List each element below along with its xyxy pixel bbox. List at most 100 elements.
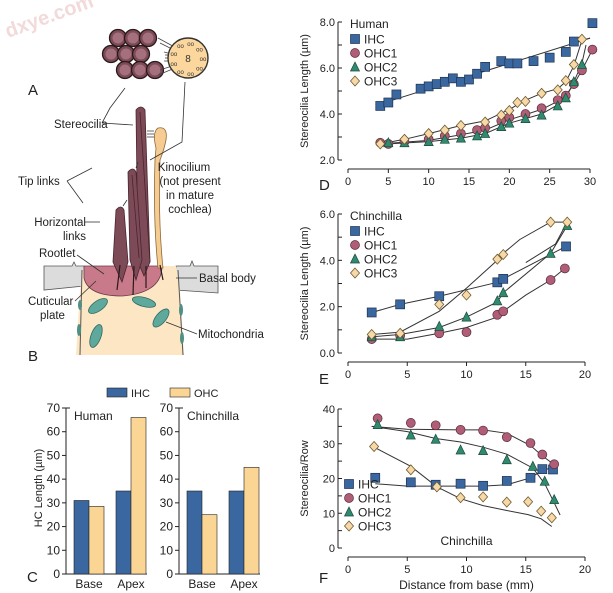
x-tick-label: 0: [345, 176, 351, 188]
bar-ohc-apex: [243, 466, 260, 575]
supporting-cell-right: [175, 259, 219, 294]
data-point-ohc1: [587, 44, 598, 55]
data-point-ohc2: [568, 76, 579, 87]
data-point-ohc3: [501, 496, 512, 508]
data-point-ohc3: [498, 248, 509, 261]
data-point-ohc3: [576, 33, 587, 45]
stereocilia: [112, 106, 151, 284]
y-tick-label: 6.0: [320, 209, 335, 221]
data-point-ihc: [472, 68, 482, 79]
y-tick-label: 50: [160, 448, 174, 462]
x-tick-label: 20: [579, 369, 591, 381]
watermark: dxye.com: [2, 0, 96, 43]
label-kinocilium-note-3: cochlea): [168, 204, 212, 216]
y-tick-label: 4.0: [320, 109, 335, 121]
y-tick-label: 50: [47, 448, 61, 462]
data-point-ohc2: [552, 100, 563, 111]
data-point-ohc2: [536, 109, 547, 120]
x-tick-label: 20: [579, 564, 591, 576]
x-tick-label: Apex: [230, 577, 257, 591]
legend-marker-ohc2: [349, 61, 361, 72]
y-axis-label: Stereocilia/Row: [299, 440, 311, 516]
data-point-ohc2: [423, 135, 434, 146]
chart-c-ylabel: HC Length (µm): [33, 449, 45, 527]
data-point-ohc3: [434, 298, 445, 310]
actin-core: [127, 32, 139, 44]
data-point-ohc2: [527, 460, 538, 471]
data-point-ohc2: [480, 127, 491, 138]
data-point-ihc: [415, 83, 426, 94]
x-tick-label: 10: [460, 564, 472, 576]
data-point-ohc3: [536, 505, 547, 517]
y-tick-label: 30: [160, 496, 174, 510]
x-tick-label: Apex: [117, 577, 144, 591]
x-tick-label: 5: [404, 369, 410, 381]
data-point-ihc: [391, 89, 402, 100]
data-point-ihc: [395, 299, 405, 310]
actin-core: [105, 48, 117, 60]
data-point-ihc: [456, 76, 466, 87]
data-point-ohc3: [536, 87, 547, 99]
y-tick-label: 0: [329, 543, 335, 555]
legend-swatch-ohc: [169, 387, 191, 398]
label-horizontal-links: Horizontal: [34, 217, 86, 229]
rootlets: [116, 264, 164, 296]
microtubule-doublet: oo: [196, 67, 203, 73]
legend-label-ihc: IHC: [364, 225, 385, 239]
data-point-ohc2: [496, 120, 507, 131]
chart-c-legend: IHC OHC: [106, 387, 219, 400]
tip-links: [122, 161, 139, 207]
y-axis-label: Stereocilia Length (µm): [299, 34, 311, 148]
actin-core: [112, 32, 124, 44]
label-tip-links: Tip links: [18, 176, 60, 188]
data-point-ohc3: [431, 481, 442, 493]
data-point-ohc1: [501, 432, 512, 442]
x-tick-label: 10: [423, 176, 435, 188]
data-point-ohc2: [539, 475, 550, 486]
y-tick-label: 60: [160, 425, 174, 439]
legend-marker-ohc1: [344, 493, 354, 503]
data-point-ohc3: [375, 138, 386, 150]
y-tick-label: 60: [47, 425, 61, 439]
data-point-ihc: [439, 76, 450, 87]
data-point-ihc: [405, 477, 416, 488]
y-tick-label: 40: [323, 404, 335, 416]
y-tick-label: 0.0: [320, 348, 335, 360]
fit-line-ohc3: [373, 446, 553, 527]
data-point-ohc3: [478, 491, 489, 503]
legend-label-ohc3: OHC3: [358, 520, 392, 534]
fit-line-ohc2: [371, 425, 561, 516]
legend-marker-ohc2: [349, 253, 361, 264]
bar-ohc-base: [88, 506, 105, 575]
kinocilium-stereocilia-links: [147, 130, 154, 138]
legend-label-ohc1: OHC1: [364, 239, 398, 253]
x-tick-label: Base: [75, 577, 103, 591]
actin-core: [134, 64, 146, 76]
legend-marker-ihc: [350, 34, 360, 44]
label-stereocilia: Stereocilia: [54, 119, 108, 131]
legend-marker-ohc3: [349, 267, 361, 279]
data-point-ohc1: [405, 418, 416, 428]
y-tick-label: 30: [323, 439, 335, 451]
legend-label-ihc: IHC: [131, 388, 150, 400]
kinocilium: [154, 127, 167, 269]
microtubule-doublet: oo: [200, 57, 207, 63]
panel-letter-d: D: [319, 177, 330, 194]
data-point-ohc3: [568, 58, 579, 71]
chart-c-human: 0 10 20 30 40 50 60 70 Human Base Apex: [47, 401, 147, 591]
data-point-ihc: [561, 241, 571, 252]
data-point-ohc2: [383, 136, 394, 148]
data-point-ohc3: [562, 216, 573, 228]
data-point-ohc3: [439, 124, 450, 136]
data-point-ihc: [375, 101, 386, 111]
legend-marker-ohc1: [350, 48, 360, 58]
y-tick-label: 0: [166, 567, 173, 581]
bar-ihc-base: [73, 500, 90, 575]
data-point-ohc2: [472, 130, 483, 141]
x-tick-label: 30: [584, 176, 596, 188]
data-point-ihc: [455, 478, 466, 489]
label-basal-body: Basal body: [199, 273, 256, 285]
label-cuticular-plate: Cuticular: [28, 296, 74, 308]
legend-label-ohc3: OHC3: [364, 75, 398, 89]
data-point-ohc2: [492, 295, 503, 306]
